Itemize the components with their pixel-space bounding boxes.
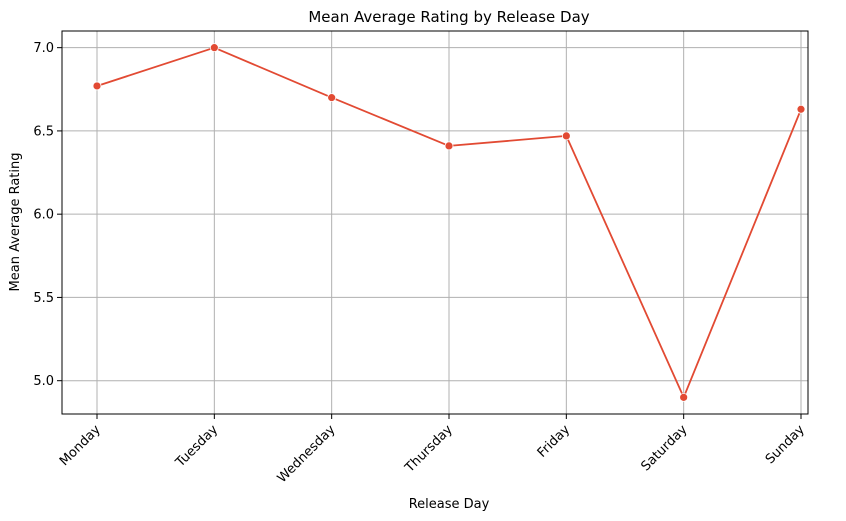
- data-point-friday: [561, 131, 571, 141]
- x-tick-label: Sunday: [763, 422, 808, 467]
- y-tick-label: 5.0: [33, 374, 54, 389]
- x-axis-label: Release Day: [409, 497, 490, 512]
- data-point-tuesday: [209, 43, 219, 53]
- y-tick-label: 7.0: [33, 41, 54, 56]
- x-tick-label: Saturday: [638, 422, 690, 474]
- data-point-wednesday: [327, 93, 337, 103]
- x-tick-label: Tuesday: [172, 422, 221, 471]
- y-axis-label: Mean Average Rating: [8, 153, 23, 292]
- x-tick-label: Friday: [535, 422, 574, 461]
- y-tick-label: 6.5: [33, 124, 54, 139]
- data-point-thursday: [444, 141, 454, 151]
- chart-title: Mean Average Rating by Release Day: [308, 8, 589, 26]
- ticks-layer: Monday Tuesday Wednesday Thursday Friday Satu…: [33, 41, 808, 486]
- data-point-monday: [92, 81, 102, 91]
- y-tick-label: 6.0: [33, 208, 54, 223]
- grid-layer: [62, 31, 808, 414]
- series-layer: [92, 43, 806, 402]
- x-tick-label: Monday: [57, 422, 104, 469]
- data-point-saturday: [679, 392, 689, 402]
- x-tick-label: Wednesday: [275, 422, 339, 486]
- y-tick-label: 5.5: [33, 291, 54, 306]
- x-tick-label: Thursday: [402, 422, 456, 476]
- plot-frame: [61, 30, 809, 415]
- data-point-sunday: [796, 104, 806, 114]
